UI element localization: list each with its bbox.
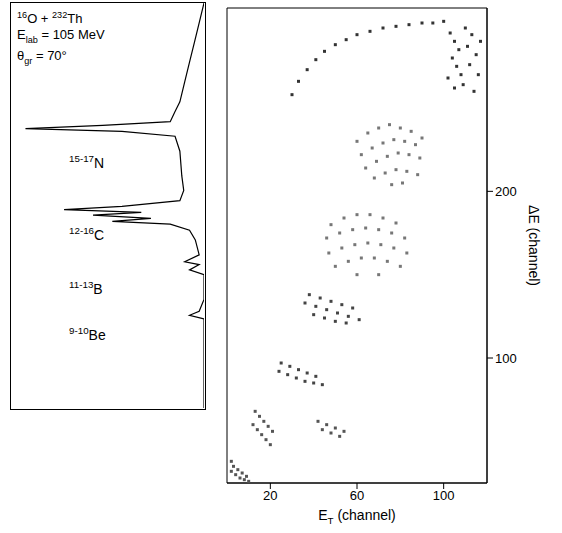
svg-text:ΔE (channel): ΔE (channel) xyxy=(526,205,542,286)
svg-text:60: 60 xyxy=(350,488,364,503)
html-text:12-16C: 12-16C xyxy=(69,225,105,243)
html-text:θgr= 70°: θgr= 70° xyxy=(17,47,67,66)
html-text:16O +232Th: 16O +232Th xyxy=(17,10,83,27)
html-text:ET(channel): ET(channel) xyxy=(318,507,396,526)
html-text:Elab= 105 MeV: Elab= 105 MeV xyxy=(17,27,105,45)
svg-text:200: 200 xyxy=(495,184,517,199)
html-text:11-13B: 11-13B xyxy=(69,279,103,297)
svg-text:20: 20 xyxy=(263,488,277,503)
svg-text:100: 100 xyxy=(433,488,455,503)
svg-text:100: 100 xyxy=(495,351,517,366)
html-text:15-17N: 15-17N xyxy=(69,153,105,171)
html-text:9-10Be: 9-10Be xyxy=(69,325,106,343)
